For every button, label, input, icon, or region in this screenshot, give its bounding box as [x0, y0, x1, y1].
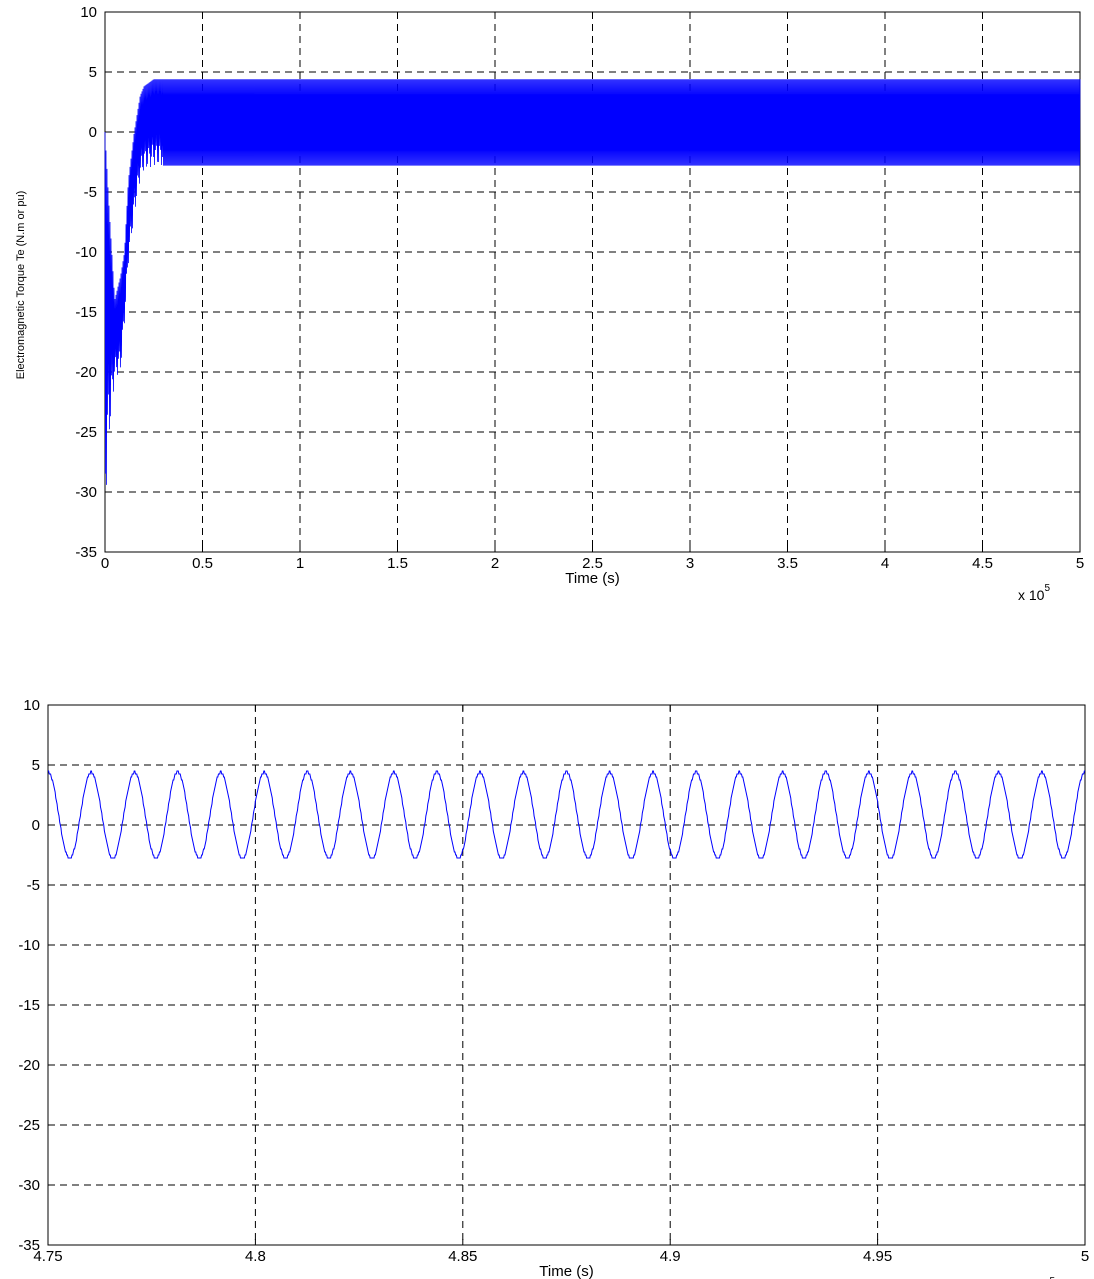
x-axis-label: Time (s): [565, 570, 619, 587]
x-tick-label: 0: [101, 555, 109, 572]
x-tick-label: 4.75: [33, 1248, 62, 1265]
y-tick-label: -30: [75, 484, 97, 501]
x-tick-label: 5: [1076, 555, 1084, 572]
y-tick-label: -15: [75, 304, 97, 321]
y-tick-label: -5: [84, 184, 97, 201]
torque-chart-full: Electromagnetic Torque Te (N.m or pu) 0 0…: [15, 4, 1084, 603]
y-tick-label: 0: [32, 817, 40, 834]
y-axis-label: Electromagnetic Torque Te (N.m or pu): [15, 191, 27, 380]
x-axis-label: Time (s): [539, 1263, 593, 1279]
y-tick-label: -25: [75, 424, 97, 441]
x-tick-label: 4: [881, 555, 889, 572]
y-tick-label: 5: [32, 757, 40, 774]
x-tick-label: 4.85: [448, 1248, 477, 1265]
y-tick-label: -35: [75, 544, 97, 561]
torque-chart-zoom: 4.75 4.8 4.85 4.9 4.95 5 10 5 0 -5 -10 -15 -20 -25 -30…: [18, 697, 1089, 1279]
y-tick-label: -20: [18, 1057, 40, 1074]
multiplier-exponent: 5: [1049, 1276, 1055, 1279]
y-tick-label: 10: [80, 4, 97, 21]
x-tick-label: 0.5: [192, 555, 213, 572]
y-tick-label: 5: [89, 64, 97, 81]
y-tick-label: -10: [18, 937, 40, 954]
y-tick-label: 10: [23, 697, 40, 714]
torque-series-line: [104, 79, 1081, 485]
multiplier-base: x 10: [1018, 587, 1045, 603]
x-tick-label: 5: [1081, 1248, 1089, 1265]
x-tick-label: 4.5: [972, 555, 993, 572]
torque-series-line: [48, 770, 1085, 859]
y-tick-label: -35: [18, 1237, 40, 1254]
x-tick-label: 3.5: [777, 555, 798, 572]
x-tick-label: 3: [686, 555, 694, 572]
x-tick-label: 4.8: [245, 1248, 266, 1265]
plot-frame: [47, 704, 1086, 1246]
x-tick-label: 1: [296, 555, 304, 572]
x-tick-label: 4.9: [660, 1248, 681, 1265]
y-tick-label: 0: [89, 124, 97, 141]
y-tick-label: -15: [18, 997, 40, 1014]
y-tick-label: -10: [75, 244, 97, 261]
y-tick-label: -30: [18, 1177, 40, 1194]
y-tick-label: -20: [75, 364, 97, 381]
multiplier-exponent: 5: [1044, 583, 1050, 594]
x-tick-label: 2.5: [582, 555, 603, 572]
x-tick-label: 2: [491, 555, 499, 572]
x-tick-label: 4.95: [863, 1248, 892, 1265]
y-tick-label: -5: [27, 877, 40, 894]
x-axis-multiplier: x 105: [1018, 583, 1050, 603]
x-axis-multiplier: x 105: [1023, 1276, 1055, 1279]
y-tick-label: -25: [18, 1117, 40, 1134]
x-tick-label: 1.5: [387, 555, 408, 572]
